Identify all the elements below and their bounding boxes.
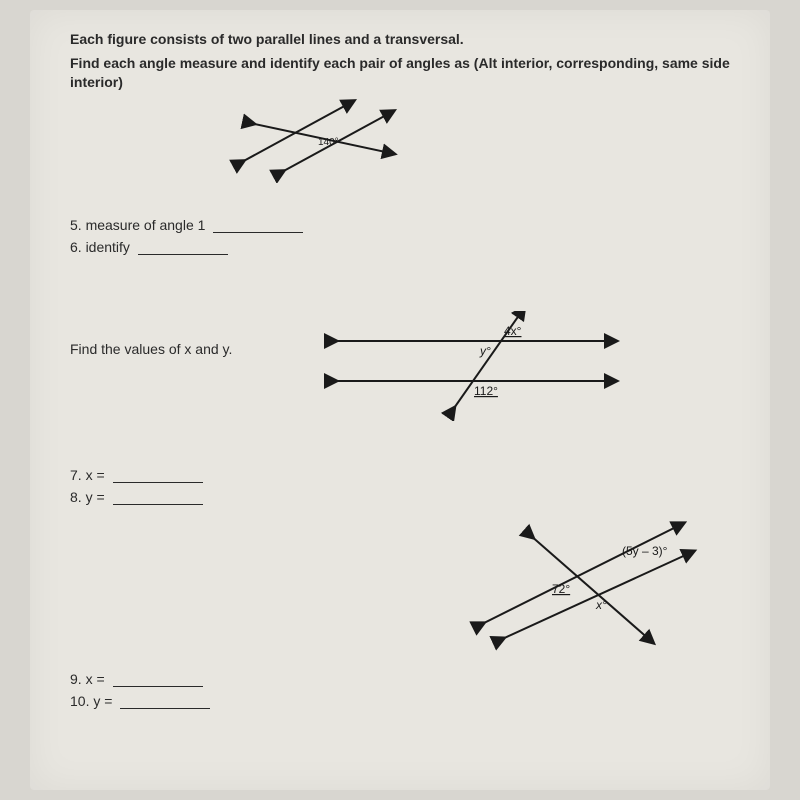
question-8: 8. y = <box>70 489 730 505</box>
fig2-label-4x: 4x° <box>504 324 522 338</box>
q7-text: 7. x = <box>70 467 105 483</box>
q8-blank[interactable] <box>113 492 203 505</box>
fig3-label-72: 72° <box>552 582 570 596</box>
q9-text: 9. x = <box>70 671 105 687</box>
fig3-parallel-2 <box>500 553 690 640</box>
figure-1: 140° <box>220 93 730 183</box>
fig3-label-5y3: (5y – 3)° <box>622 544 668 558</box>
fig1-angle-label: 140° <box>318 137 339 148</box>
q9-blank[interactable] <box>113 674 203 687</box>
question-6: 6. identify <box>70 239 730 255</box>
worksheet-paper: Each figure consists of two parallel lin… <box>30 10 770 790</box>
q10-blank[interactable] <box>120 696 210 709</box>
fig3-label-x: x° <box>595 598 607 612</box>
question-5: 5. measure of angle 1 <box>70 217 730 233</box>
q6-blank[interactable] <box>138 242 228 255</box>
find-xy-text: Find the values of x and y. <box>70 341 232 357</box>
question-7: 7. x = <box>70 467 730 483</box>
q5-blank[interactable] <box>213 220 303 233</box>
figure-1-svg: 140° <box>220 93 420 183</box>
figure-3-svg: (5y – 3)° 72° x° <box>450 515 710 655</box>
figure-2-svg: 4x° y° 112° <box>312 311 632 421</box>
q7-blank[interactable] <box>113 470 203 483</box>
thumb-edge <box>0 355 4 425</box>
question-10: 10. y = <box>70 693 730 709</box>
fig3-parallel-1 <box>480 525 680 625</box>
figure-3: (5y – 3)° 72° x° <box>450 515 710 655</box>
fig2-label-112: 112° <box>474 384 498 398</box>
q8-text: 8. y = <box>70 489 105 505</box>
q5-text: 5. measure of angle 1 <box>70 217 205 233</box>
question-9: 9. x = <box>70 671 730 687</box>
q10-text: 10. y = <box>70 693 112 709</box>
instruction-line-2: Find each angle measure and identify eac… <box>70 54 730 93</box>
figure-2: 4x° y° 112° <box>312 311 632 421</box>
instruction-line-1: Each figure consists of two parallel lin… <box>70 30 730 50</box>
q6-text: 6. identify <box>70 239 130 255</box>
fig2-label-y: y° <box>479 344 491 358</box>
